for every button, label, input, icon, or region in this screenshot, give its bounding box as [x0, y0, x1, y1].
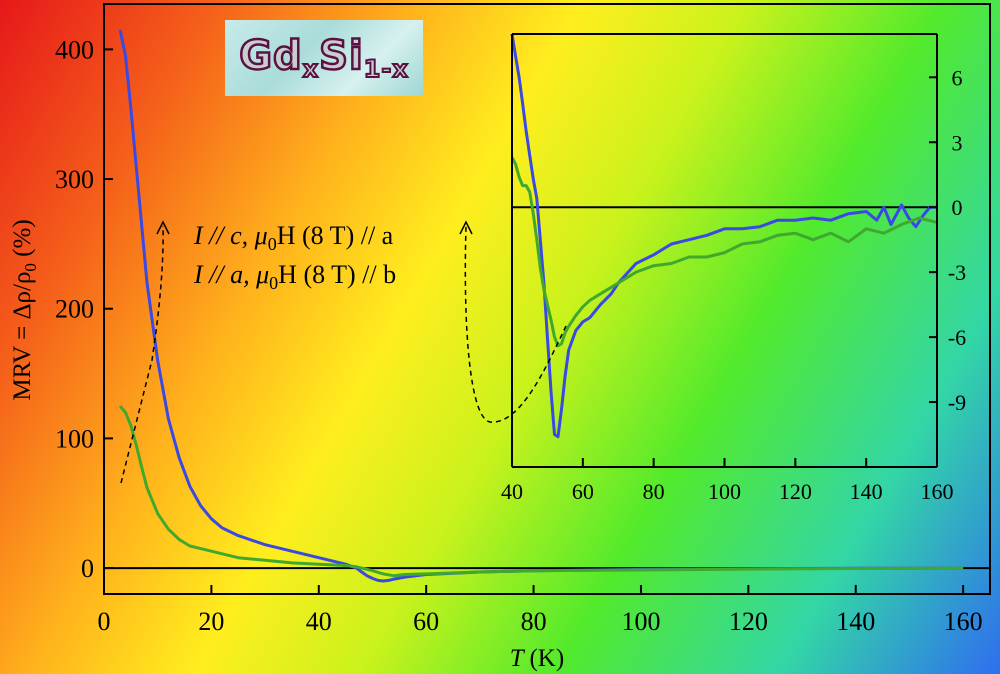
x-axis-label: T (K) — [510, 645, 564, 672]
x-tick-label: 100 — [708, 479, 741, 504]
arrowhead-icon — [156, 220, 170, 235]
gdsi-logo: GdxSi1-x — [225, 20, 423, 96]
x-tick-label: 120 — [779, 479, 812, 504]
legend: I // c, μ0H (8 T) // a I // a, μ0H (8 T)… — [193, 221, 396, 293]
y-tick-label: -6 — [948, 325, 966, 350]
x-tick-label: 40 — [501, 479, 523, 504]
x-tick-label: 20 — [198, 607, 224, 636]
inset-pointer-arrow — [464, 225, 567, 423]
x-tick-label: 100 — [621, 607, 660, 636]
x-tick-label: 140 — [836, 607, 875, 636]
y-tick-label: -3 — [948, 260, 966, 285]
y-tick-label: -9 — [948, 390, 966, 415]
y-axis-label-main: MRV = Δρ/ρ — [9, 272, 36, 401]
blue-curve-pointer-arrow — [120, 225, 164, 484]
logo-text: GdxSi1-x — [238, 32, 409, 84]
y-tick-label: 3 — [952, 130, 963, 155]
x-tick-label: 0 — [98, 607, 111, 636]
y-axis-label: MRV = Δρ/ρ0 (%) — [9, 219, 40, 400]
x-axis-unit: (K) — [529, 645, 564, 672]
series-green-line — [118, 405, 964, 578]
y-tick-label: 400 — [55, 35, 94, 64]
arrowhead-icon — [459, 220, 473, 235]
y-tick-label: 6 — [952, 65, 963, 90]
series-blue-line — [118, 29, 964, 583]
x-tick-label: 140 — [850, 479, 883, 504]
plot-frame — [103, 3, 991, 595]
x-tick-label: 60 — [572, 479, 594, 504]
legend-entry-1: I // c, μ0H (8 T) // a — [193, 221, 394, 254]
y-tick-label: 300 — [55, 165, 94, 194]
y-tick-label: 200 — [55, 295, 94, 324]
series-blue-line — [510, 33, 937, 439]
x-tick-label: 160 — [944, 607, 983, 636]
y-tick-label: 0 — [952, 195, 963, 220]
y-axis-label-tail: (%) — [9, 219, 36, 263]
series-green-line — [510, 156, 938, 348]
annotations — [120, 220, 567, 484]
x-axis-symbol: T — [510, 645, 530, 672]
inset-plot: 40 60 80 100 120 140 160 6 3 0 -3 -6 -9 — [501, 33, 966, 504]
y-axis-label-sub: 0 — [21, 263, 40, 272]
x-tick-label: 60 — [413, 607, 439, 636]
x-tick-label: 120 — [729, 607, 768, 636]
x-tick-label: 80 — [521, 607, 547, 636]
x-tick-label: 160 — [921, 479, 954, 504]
x-tick-label: 40 — [306, 607, 332, 636]
x-tick-label: 80 — [643, 479, 665, 504]
y-tick-label: 0 — [81, 554, 94, 583]
y-tick-label: 100 — [55, 424, 94, 453]
legend-entry-2: I // a, μ0H (8 T) // b — [193, 260, 396, 293]
